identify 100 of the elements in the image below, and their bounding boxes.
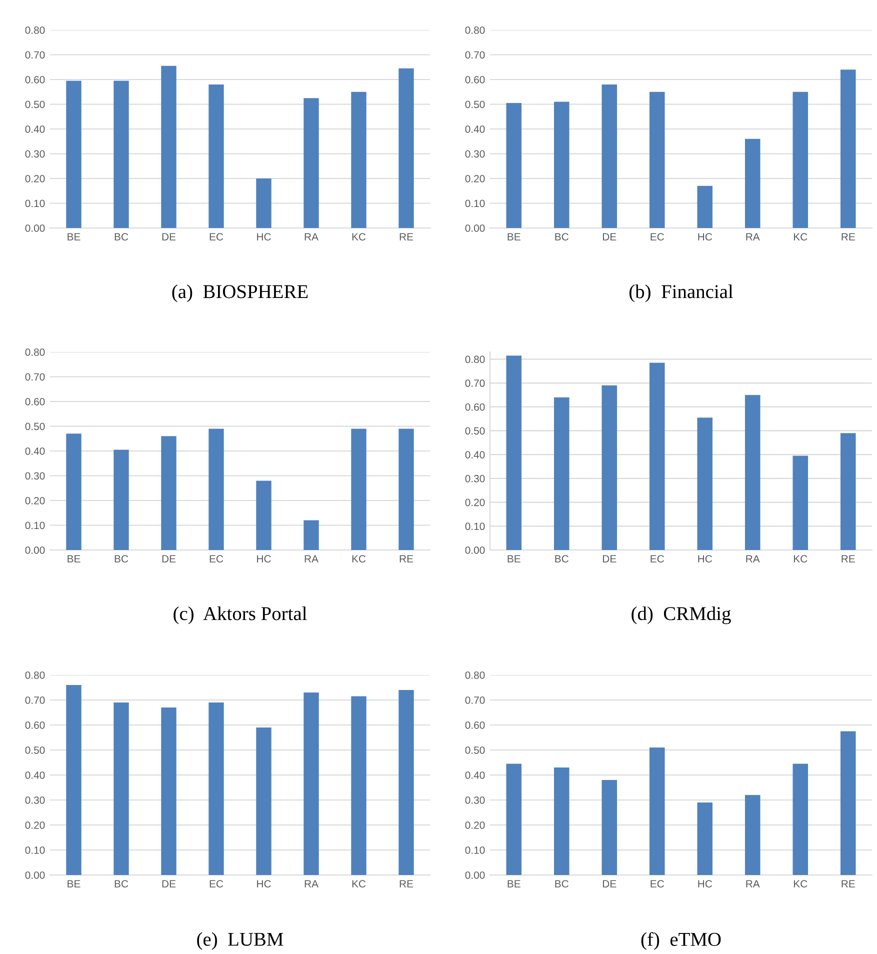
y-tick-label: 0.30: [465, 150, 485, 158]
y-tick-label: 0.00: [465, 872, 485, 879]
x-tick-label: BC: [114, 880, 128, 888]
text: (a) BIOSPHERE: [172, 284, 308, 302]
bar: [554, 102, 570, 228]
bar: [744, 138, 760, 228]
y-tick-label: 0.50: [465, 746, 485, 754]
y-tick-label: 0.60: [465, 403, 485, 411]
y-tick-label: 0.00: [25, 872, 45, 879]
bar: [66, 685, 82, 875]
x-tick-label: RE: [842, 880, 855, 888]
y-tick-label: 0.00: [25, 224, 45, 232]
x-tick-label: RE: [842, 233, 855, 240]
x-tick-label: KC: [794, 555, 808, 563]
x-tick-label: KC: [352, 555, 366, 563]
y-tick-label: 0.20: [25, 497, 45, 504]
x-tick-label: BE: [68, 880, 80, 888]
x-tick-label: DE: [602, 233, 616, 240]
x-tick-label: HC: [698, 233, 712, 241]
x-tick-label: HC: [257, 555, 271, 563]
bar: [161, 66, 176, 228]
bar: [161, 708, 176, 875]
bar: [114, 450, 129, 550]
x-tick-label: KC: [794, 233, 808, 241]
y-tick-label: 0.40: [465, 126, 485, 133]
y-tick-label: 0.80: [25, 348, 45, 356]
bar: [161, 436, 176, 550]
x-tick-label: BC: [114, 233, 128, 241]
x-tick-label: BC: [555, 233, 568, 241]
x-tick-label: HC: [257, 880, 271, 888]
y-tick-label: 0.80: [465, 356, 485, 364]
x-tick-label: DE: [162, 233, 176, 240]
x-tick-label: RE: [400, 880, 414, 888]
y-tick-label: 0.60: [465, 722, 485, 729]
bar: [697, 802, 713, 875]
bar: [351, 428, 366, 550]
text: (e) LUBM: [197, 932, 284, 950]
x-tick-label: RE: [400, 233, 414, 240]
y-tick-label: 0.60: [25, 76, 45, 84]
y-tick-label: 0.40: [25, 772, 45, 779]
bar: [792, 456, 808, 550]
bar: [602, 385, 618, 550]
bar: [208, 702, 224, 875]
y-tick-label: 0.20: [25, 822, 45, 829]
x-tick-label: KC: [794, 880, 808, 888]
bar: [398, 690, 414, 875]
bar: [697, 186, 713, 228]
x-tick-label: BE: [508, 880, 520, 888]
bar: [351, 696, 366, 875]
x-tick-label: KC: [352, 233, 366, 241]
bar: [649, 748, 665, 875]
x-tick-label: EC: [650, 233, 664, 241]
y-tick-label: 0.50: [25, 100, 45, 108]
x-tick-label: DE: [162, 555, 176, 562]
x-tick-label: DE: [602, 555, 616, 562]
bar: [304, 98, 319, 228]
x-tick-label: DE: [162, 880, 176, 888]
y-tick-label: 0.00: [25, 546, 45, 554]
bar: [554, 768, 570, 875]
y-tick-label: 0.50: [465, 427, 485, 435]
y-tick-label: 0.70: [25, 373, 45, 381]
bar: [256, 178, 272, 228]
y-tick-label: 0.10: [25, 522, 45, 530]
bar: [506, 356, 522, 550]
bar: [744, 394, 760, 550]
y-tick-label: 0.20: [465, 175, 485, 182]
x-tick-label: RE: [842, 555, 855, 562]
y-tick-label: 0.80: [25, 26, 45, 34]
x-tick-label: BE: [508, 555, 520, 562]
bar: [840, 70, 856, 228]
y-tick-label: 0.40: [25, 448, 45, 455]
text: (c) Aktors Portal: [174, 606, 307, 624]
text: (b) Financial: [629, 284, 733, 302]
bar: [792, 764, 808, 875]
x-tick-label: DE: [602, 880, 616, 888]
bar: [649, 362, 665, 550]
x-tick-label: EC: [210, 555, 224, 563]
bar: [506, 764, 522, 875]
x-tick-label: BC: [555, 880, 568, 888]
bar: [256, 480, 272, 550]
y-tick-label: 0.30: [25, 796, 45, 804]
bar: [66, 80, 82, 228]
y-tick-label: 0.50: [25, 422, 45, 430]
bar: [398, 68, 414, 228]
x-tick-label: HC: [698, 880, 712, 888]
y-tick-label: 0.70: [25, 51, 45, 59]
x-tick-label: RA: [746, 233, 760, 240]
y-tick-label: 0.10: [25, 200, 45, 208]
y-tick-label: 0.70: [465, 380, 485, 387]
bar: [114, 80, 129, 228]
x-tick-label: BE: [508, 233, 520, 240]
bar: [697, 418, 713, 550]
bar: [792, 92, 808, 228]
bar: [649, 92, 665, 228]
y-tick-label: 0.50: [25, 746, 45, 754]
x-tick-label: RA: [304, 555, 318, 562]
bar: [398, 428, 414, 550]
y-tick-label: 0.20: [25, 175, 45, 182]
x-tick-label: EC: [650, 555, 664, 563]
x-tick-label: EC: [210, 233, 224, 241]
